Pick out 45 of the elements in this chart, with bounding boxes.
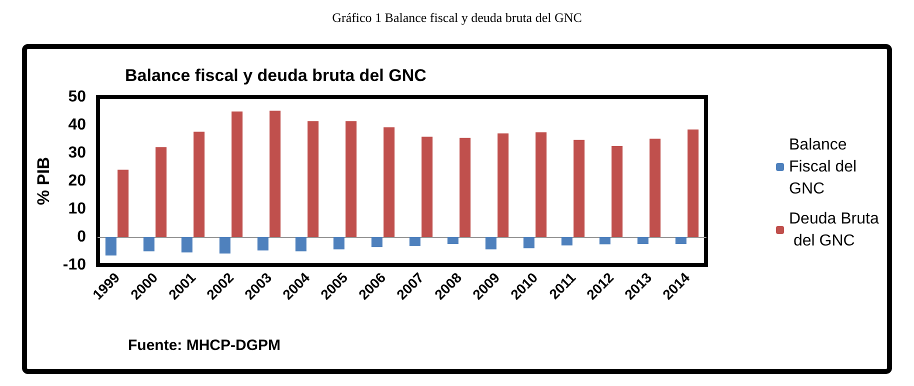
bar (194, 132, 205, 237)
y-tick-label: 10 (68, 200, 86, 218)
bar (523, 237, 534, 248)
bar (561, 237, 572, 246)
bar (384, 127, 395, 237)
y-tick-label: 40 (68, 116, 86, 134)
bar (257, 237, 268, 250)
bar (650, 138, 661, 237)
bar (409, 237, 420, 246)
y-tick-label: 30 (68, 144, 86, 162)
bar (637, 237, 648, 244)
y-tick-label: 0 (77, 228, 86, 246)
bar (447, 237, 458, 244)
bar (295, 237, 306, 252)
source-note: Fuente: MHCP-DGPM (128, 337, 280, 354)
bar (232, 112, 243, 237)
bar (688, 129, 699, 237)
bar (675, 237, 686, 244)
chart-title: Gráfico 1 Balance fiscal y deuda bruta del GNC (332, 10, 582, 25)
bar (371, 237, 382, 248)
y-tick-label: -10 (62, 256, 86, 274)
bar (536, 132, 547, 237)
bar (219, 237, 230, 254)
bar (498, 133, 509, 237)
bar (574, 140, 585, 237)
y-axis-title: % PIB (34, 156, 53, 206)
bar (460, 138, 471, 237)
bar (156, 147, 167, 237)
bar (118, 170, 129, 237)
legend-label: Deuda Bruta del GNC (789, 210, 879, 250)
bar (181, 237, 192, 252)
bar (346, 121, 357, 237)
y-tick-label: 20 (68, 172, 86, 190)
bar (333, 237, 344, 250)
bar (105, 237, 116, 256)
bar (143, 237, 154, 252)
bar (599, 237, 610, 244)
bar (422, 136, 433, 237)
y-tick-label: 50 (68, 88, 86, 106)
bar (308, 121, 319, 237)
bar (270, 110, 281, 237)
bar (485, 237, 496, 250)
legend-label: Balance Fiscal del GNC (789, 136, 862, 198)
chart-subtitle: Balance fiscal y deuda bruta del GNC (125, 66, 426, 85)
bar (612, 146, 623, 237)
